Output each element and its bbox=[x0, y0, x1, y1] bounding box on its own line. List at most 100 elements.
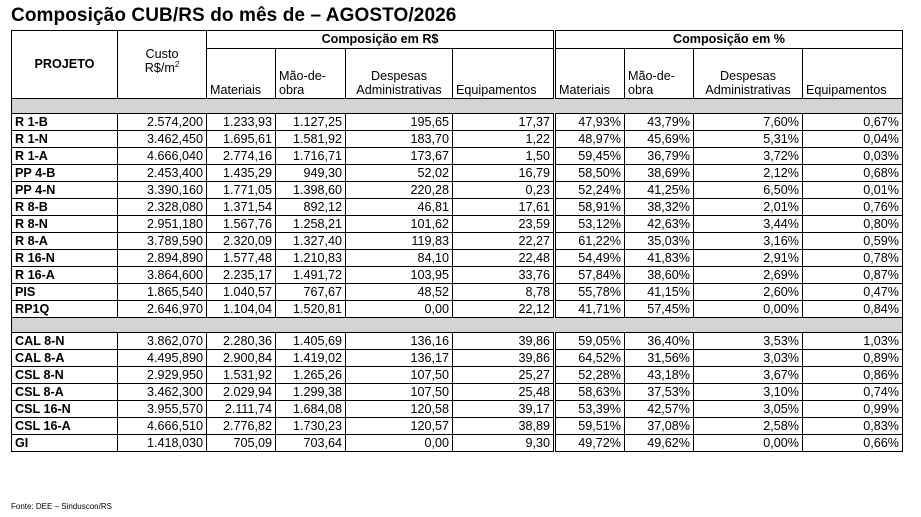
cell-mat-p: 49,72% bbox=[553, 434, 625, 452]
cell-projeto: R 1-N bbox=[11, 130, 118, 148]
header-despesas-rs-line1: Despesas bbox=[370, 69, 427, 83]
cell-mao-p: 42,63% bbox=[624, 215, 694, 233]
cell-equip-p: 0,03% bbox=[802, 147, 903, 165]
cell-desp: 183,70 bbox=[345, 130, 453, 148]
cell-mat: 2.111,74 bbox=[206, 400, 276, 418]
table-row: R 8-B 2.328,080 1.371,54 892,12 46,81 17,61 58… bbox=[11, 198, 903, 216]
cell-equip: 16,79 bbox=[452, 164, 555, 182]
cell-equip-p: 0,47% bbox=[802, 283, 903, 301]
cell-mat: 1.104,04 bbox=[206, 300, 276, 318]
cell-mao: 703,64 bbox=[275, 434, 346, 452]
table-row: PP 4-B 2.453,400 1.435,29 949,30 52,02 16,79 5… bbox=[11, 164, 903, 182]
header-despesas-pct-line1: Despesas bbox=[719, 69, 776, 83]
cell-mao: 1.258,21 bbox=[275, 215, 346, 233]
cell-mao: 1.419,02 bbox=[275, 349, 346, 367]
cell-desp: 46,81 bbox=[345, 198, 453, 216]
cell-custo: 2.929,950 bbox=[117, 366, 207, 384]
cell-desp-p: 0,00% bbox=[693, 300, 803, 318]
cell-mat: 1.531,92 bbox=[206, 366, 276, 384]
cell-mao-p: 41,83% bbox=[624, 249, 694, 267]
cell-mao: 1.265,26 bbox=[275, 366, 346, 384]
cell-custo: 3.955,570 bbox=[117, 400, 207, 418]
cell-desp: 52,02 bbox=[345, 164, 453, 182]
table-row: CSL 8-N 2.929,950 1.531,92 1.265,26 107,50 25… bbox=[11, 366, 903, 384]
cell-desp: 0,00 bbox=[345, 434, 453, 452]
table-row: CSL 16-A 4.666,510 2.776,82 1.730,23 120,57 3… bbox=[11, 417, 903, 435]
cell-desp-p: 2,12% bbox=[693, 164, 803, 182]
cell-mao: 1.730,23 bbox=[275, 417, 346, 435]
cell-mat: 1.371,54 bbox=[206, 198, 276, 216]
header-group-pct: Composição em % bbox=[553, 30, 903, 49]
cell-desp: 136,17 bbox=[345, 349, 453, 367]
header-custo-line1: Custo bbox=[145, 47, 179, 61]
cell-custo: 2.453,400 bbox=[117, 164, 207, 182]
cell-projeto: PP 4-N bbox=[11, 181, 118, 199]
cell-projeto: CSL 8-N bbox=[11, 366, 118, 384]
cell-custo: 2.951,180 bbox=[117, 215, 207, 233]
cell-desp: 136,16 bbox=[345, 332, 453, 350]
cell-mat-p: 64,52% bbox=[553, 349, 625, 367]
cell-custo: 1.418,030 bbox=[117, 434, 207, 452]
cell-projeto: R 8-A bbox=[11, 232, 118, 250]
cell-equip-p: 0,87% bbox=[802, 266, 903, 284]
cell-mao: 1.716,71 bbox=[275, 147, 346, 165]
cell-mao-p: 41,25% bbox=[624, 181, 694, 199]
cell-desp-p: 6,50% bbox=[693, 181, 803, 199]
cell-custo: 3.789,590 bbox=[117, 232, 207, 250]
cell-projeto: R 16-N bbox=[11, 249, 118, 267]
table-row: R 8-N 2.951,180 1.567,76 1.258,21 101,62 23,5… bbox=[11, 215, 903, 233]
cell-desp-p: 3,67% bbox=[693, 366, 803, 384]
cell-desp-p: 3,16% bbox=[693, 232, 803, 250]
cell-desp-p: 0,00% bbox=[693, 434, 803, 452]
cell-equip-p: 0,59% bbox=[802, 232, 903, 250]
table-body: R 1-B 2.574,200 1.233,93 1.127,25 195,65 17,3… bbox=[11, 98, 903, 452]
cell-mat-p: 59,05% bbox=[553, 332, 625, 350]
cell-custo: 4.666,510 bbox=[117, 417, 207, 435]
cell-equip-p: 0,84% bbox=[802, 300, 903, 318]
cell-desp: 101,62 bbox=[345, 215, 453, 233]
cell-equip: 9,30 bbox=[452, 434, 555, 452]
table-row: PIS 1.865,540 1.040,57 767,67 48,52 8,78 55,78… bbox=[11, 283, 903, 301]
separator-cell-1 bbox=[11, 98, 903, 114]
table-row: R 1-N 3.462,450 1.695,61 1.581,92 183,70 1,22… bbox=[11, 130, 903, 148]
table-row: GI 1.418,030 705,09 703,64 0,00 9,30 49,72% 49,… bbox=[11, 434, 903, 452]
page-title: Composição CUB/RS do mês de – AGOSTO/202… bbox=[11, 5, 457, 26]
cell-equip-p: 0,83% bbox=[802, 417, 903, 435]
cell-mao-p: 49,62% bbox=[624, 434, 694, 452]
cell-equip: 22,12 bbox=[452, 300, 555, 318]
cell-desp-p: 3,10% bbox=[693, 383, 803, 401]
cell-desp-p: 2,69% bbox=[693, 266, 803, 284]
cell-mat-p: 54,49% bbox=[553, 249, 625, 267]
cell-desp-p: 2,58% bbox=[693, 417, 803, 435]
cell-mao-p: 38,60% bbox=[624, 266, 694, 284]
separator-row-1 bbox=[11, 98, 903, 114]
header-mao-pct-line2: obra bbox=[628, 83, 654, 97]
cell-custo: 2.328,080 bbox=[117, 198, 207, 216]
cell-mat: 705,09 bbox=[206, 434, 276, 452]
cell-mat-p: 55,78% bbox=[553, 283, 625, 301]
cell-custo: 3.462,300 bbox=[117, 383, 207, 401]
cell-mao: 892,12 bbox=[275, 198, 346, 216]
cell-equip: 38,89 bbox=[452, 417, 555, 435]
cell-mao: 1.327,40 bbox=[275, 232, 346, 250]
cell-equip-p: 1,03% bbox=[802, 332, 903, 350]
cell-mat: 1.435,29 bbox=[206, 164, 276, 182]
cell-equip-p: 0,99% bbox=[802, 400, 903, 418]
cell-equip: 8,78 bbox=[452, 283, 555, 301]
cell-mat-p: 61,22% bbox=[553, 232, 625, 250]
header-group-rs: Composição em R$ bbox=[206, 30, 555, 49]
cell-desp: 220,28 bbox=[345, 181, 453, 199]
cell-mao-p: 37,08% bbox=[624, 417, 694, 435]
cell-mat-p: 59,45% bbox=[553, 147, 625, 165]
cell-custo: 4.666,040 bbox=[117, 147, 207, 165]
cell-equip: 39,86 bbox=[452, 332, 555, 350]
cell-desp: 107,50 bbox=[345, 366, 453, 384]
header-materiais-pct: Materiais bbox=[553, 48, 625, 99]
header-mao-rs-line1: Mão-de- bbox=[279, 69, 326, 83]
cell-projeto: R 1-A bbox=[11, 147, 118, 165]
cell-equip-p: 0,80% bbox=[802, 215, 903, 233]
cell-desp: 195,65 bbox=[345, 113, 453, 131]
cell-mao-p: 35,03% bbox=[624, 232, 694, 250]
cell-projeto: R 8-N bbox=[11, 215, 118, 233]
cell-equip: 25,27 bbox=[452, 366, 555, 384]
